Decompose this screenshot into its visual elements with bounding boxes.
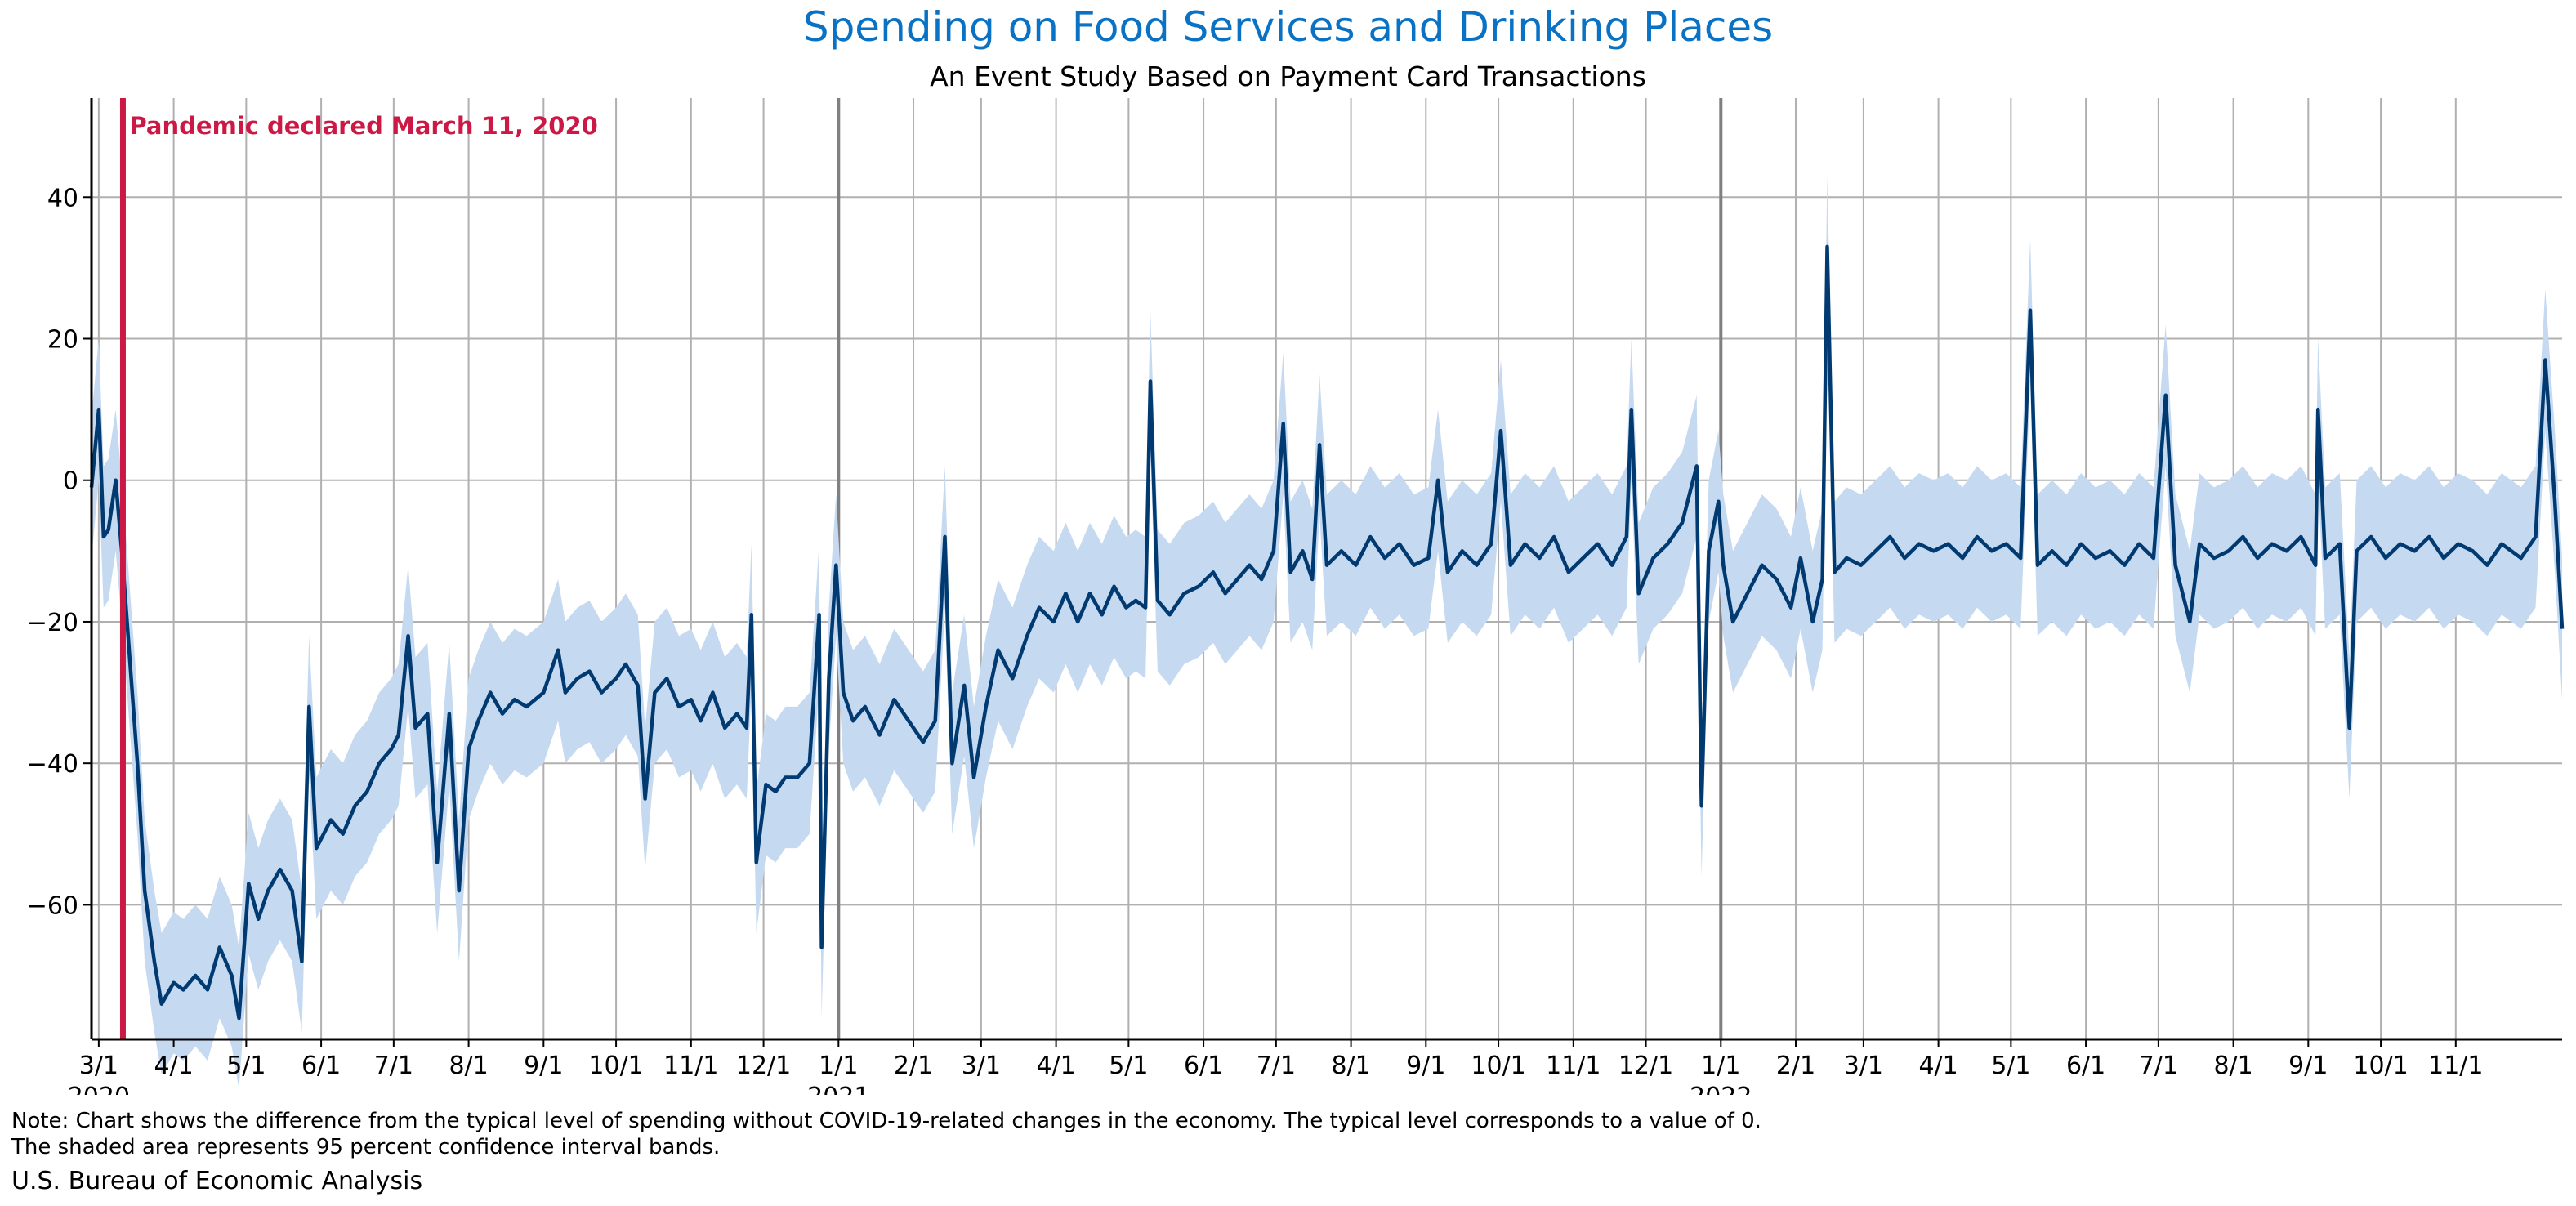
x-year-label: 2022 [1690,1083,1752,1095]
note-line-2: The shaded area represents 95 percent co… [11,1135,721,1159]
plot-area: Pandemic declared March 11, 2020 40 20 0 −20… [27,98,2565,1095]
x-tick-label: 1/1 [819,1052,858,1080]
y-tick-label: −60 [27,891,78,920]
x-tick-label: 8/1 [449,1052,488,1080]
x-tick-label: 10/1 [2353,1052,2408,1080]
x-tick-label: 1/1 [1701,1052,1740,1080]
x-tick-label: 10/1 [588,1052,643,1080]
x-tick-label: 11/1 [663,1052,718,1080]
x-year-label: 2021 [807,1083,869,1095]
x-tick-label: 7/1 [374,1052,413,1080]
x-tick-label: 5/1 [1991,1052,2030,1080]
x-tick-label: 3/1 [962,1052,1001,1080]
x-tick-label: 5/1 [226,1052,266,1080]
x-tick-label: 3/1 [1844,1052,1883,1080]
chart-note: Note: Chart shows the difference from th… [11,1108,1761,1160]
y-tick-label: −40 [27,750,78,779]
x-tick-label: 9/1 [1406,1052,1445,1080]
y-tick-label: 40 [47,184,78,212]
x-tick-label: 7/1 [1257,1052,1296,1080]
x-tick-label: 4/1 [1036,1052,1075,1080]
x-tick-label: 9/1 [2288,1052,2328,1080]
y-tick-label: −20 [27,609,78,637]
x-tick-label: 10/1 [1471,1052,1525,1080]
x-tick-label: 7/1 [2139,1052,2178,1080]
x-tick-label: 4/1 [1918,1052,1958,1080]
x-tick-label: 12/1 [736,1052,791,1080]
y-tick-label: 20 [47,325,78,354]
x-tick-label: 11/1 [1546,1052,1601,1080]
x-tick-label: 3/1 [79,1052,118,1080]
x-tick-label: 5/1 [1109,1052,1148,1080]
note-line-1: Note: Chart shows the difference from th… [11,1109,1761,1133]
y-tick-label: 0 [63,467,78,496]
x-tick-label: 8/1 [2213,1052,2252,1080]
x-tick-label: 8/1 [1331,1052,1370,1080]
series-line [89,244,2565,1021]
x-tick-label: 11/1 [2428,1052,2483,1080]
x-tick-label: 2/1 [1776,1052,1815,1080]
x-year-label: 2020 [68,1083,130,1095]
x-tick-label: 12/1 [1618,1052,1673,1080]
x-tick-label: 6/1 [1184,1052,1223,1080]
x-tick-label: 9/1 [524,1052,563,1080]
confidence-band [92,176,2562,1089]
event-label: Pandemic declared March 11, 2020 [129,112,597,140]
source-credit: U.S. Bureau of Economic Analysis [11,1167,423,1195]
x-tick-label: 6/1 [301,1052,341,1080]
x-tick-label: 4/1 [154,1052,193,1080]
x-tick-label: 6/1 [2066,1052,2105,1080]
chart-title: Spending on Food Services and Drinking P… [802,3,1774,51]
chart-subtitle: An Event Study Based on Payment Card Tra… [930,60,1646,92]
x-tick-label: 2/1 [894,1052,933,1080]
